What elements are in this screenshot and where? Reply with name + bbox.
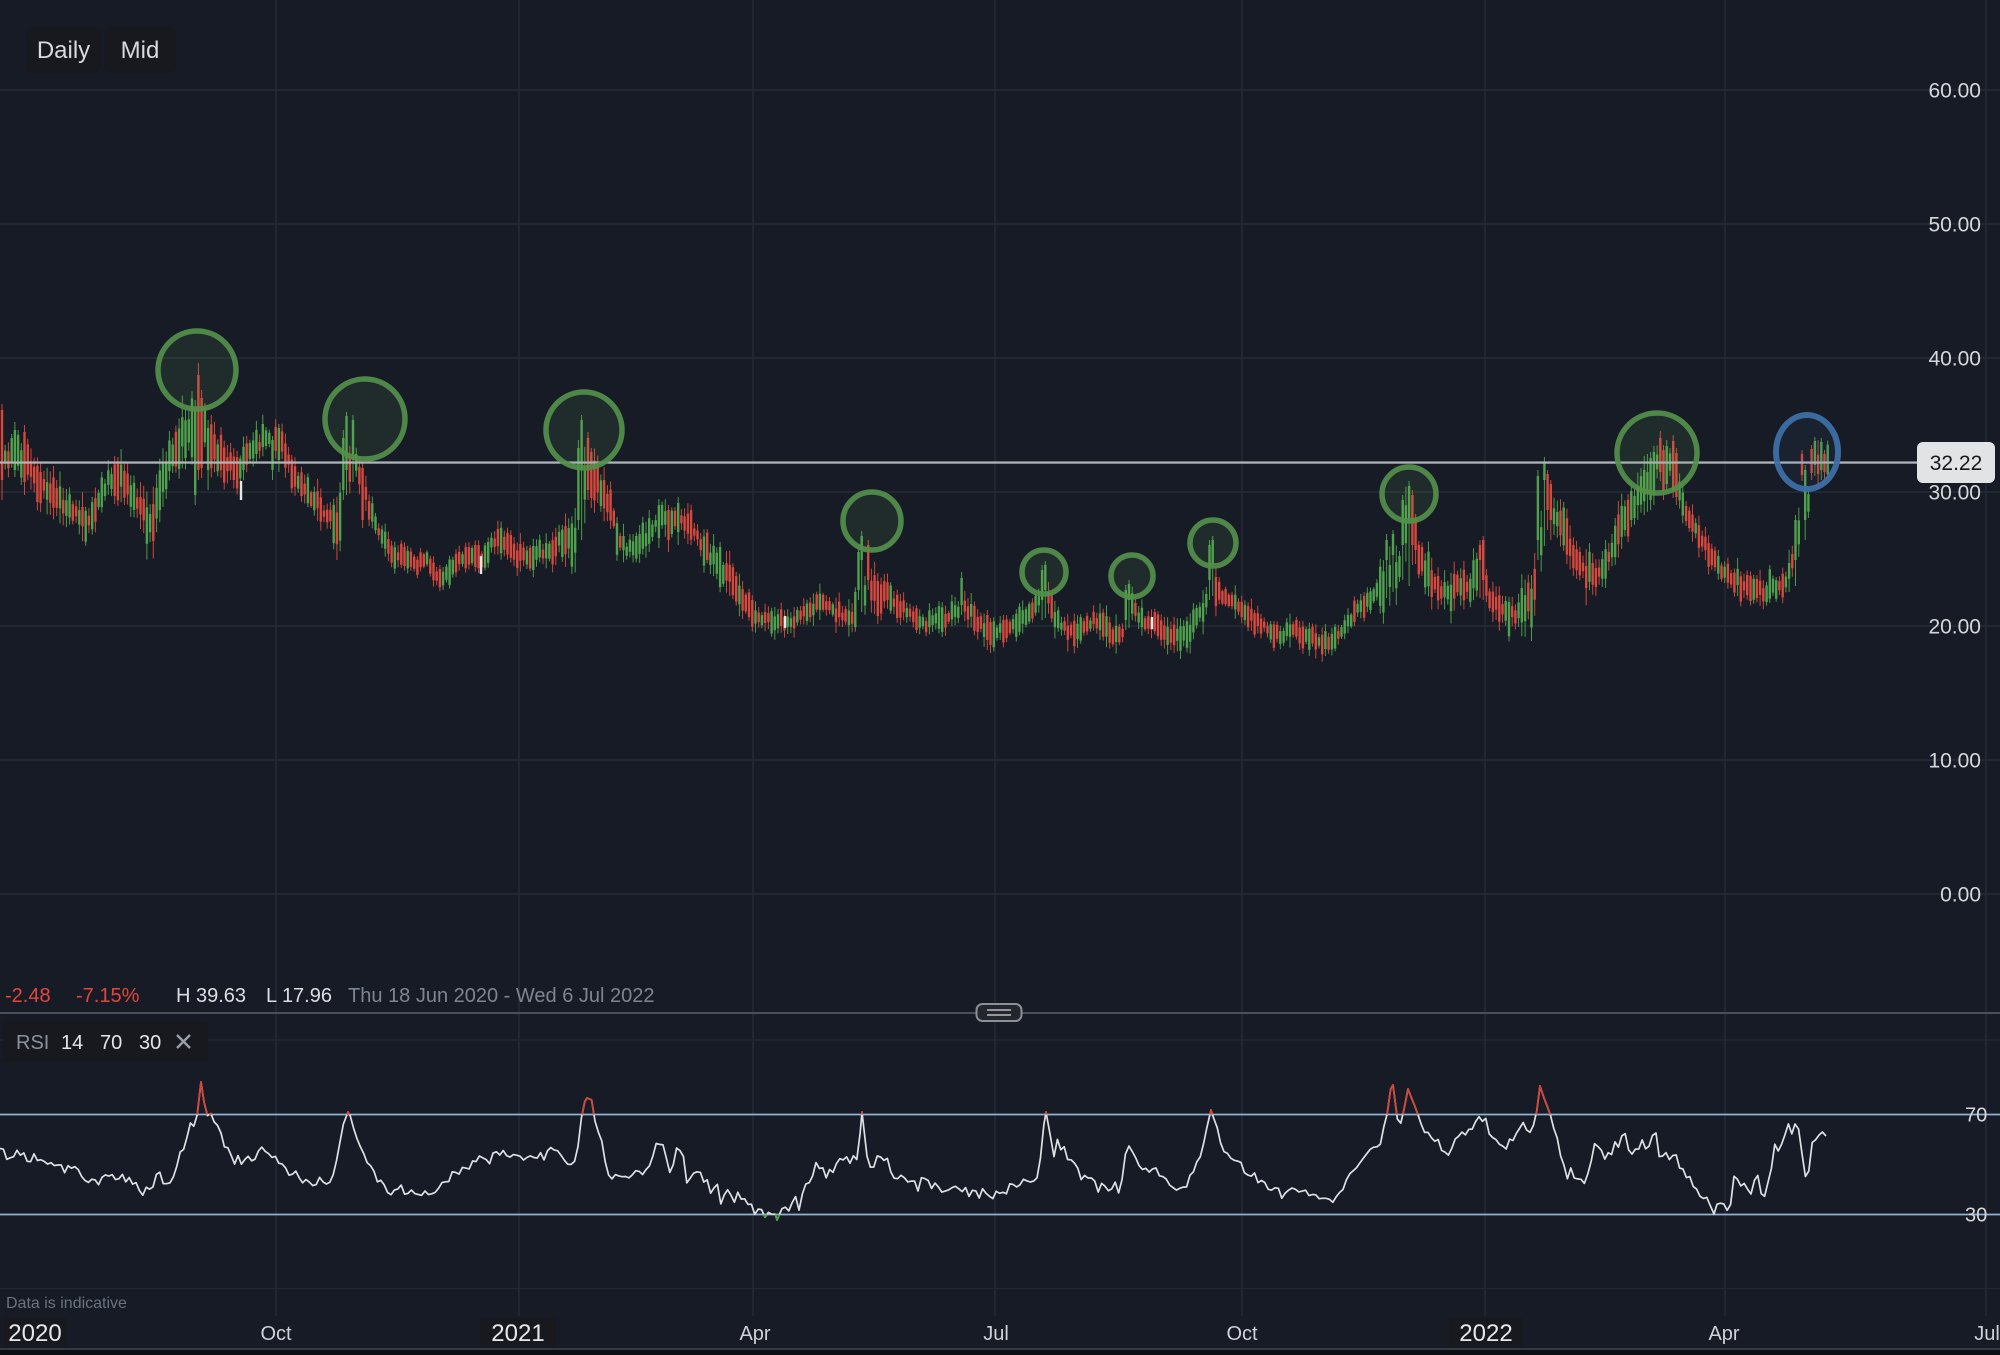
svg-text:30: 30	[139, 1032, 161, 1054]
svg-text:32.22: 32.22	[1930, 452, 1983, 475]
svg-text:20.00: 20.00	[1928, 616, 1981, 639]
svg-text:70: 70	[1965, 1105, 1987, 1127]
svg-text:50.00: 50.00	[1928, 214, 1981, 237]
svg-text:0.00: 0.00	[1940, 884, 1981, 907]
svg-text:RSI: RSI	[16, 1032, 49, 1054]
svg-text:2020: 2020	[8, 1320, 61, 1347]
svg-text:Jul: Jul	[983, 1323, 1009, 1345]
svg-text:Apr: Apr	[1708, 1323, 1739, 1345]
svg-text:Daily: Daily	[37, 37, 90, 64]
svg-text:40.00: 40.00	[1928, 348, 1981, 371]
svg-text:2022: 2022	[1459, 1320, 1512, 1347]
svg-text:30: 30	[1965, 1205, 1987, 1227]
svg-text:Jul: Jul	[1974, 1323, 2000, 1345]
svg-text:10.00: 10.00	[1928, 750, 1981, 773]
svg-text:Apr: Apr	[739, 1323, 770, 1345]
svg-text:-2.48: -2.48	[5, 985, 51, 1007]
svg-text:H 39.63: H 39.63	[176, 985, 246, 1007]
svg-text:2021: 2021	[491, 1320, 544, 1347]
svg-text:Oct: Oct	[260, 1323, 292, 1345]
svg-text:Thu 18 Jun 2020 - Wed 6 Jul 20: Thu 18 Jun 2020 - Wed 6 Jul 2022	[348, 985, 655, 1007]
svg-text:Oct: Oct	[1226, 1323, 1258, 1345]
svg-text:14: 14	[61, 1032, 83, 1054]
svg-text:Data is indicative: Data is indicative	[6, 1295, 127, 1312]
svg-text:60.00: 60.00	[1928, 80, 1981, 103]
svg-text:-7.15%: -7.15%	[76, 985, 140, 1007]
svg-text:30.00: 30.00	[1928, 482, 1981, 505]
svg-text:L 17.96: L 17.96	[266, 985, 332, 1007]
svg-text:70: 70	[100, 1032, 122, 1054]
svg-text:Mid: Mid	[121, 37, 160, 64]
